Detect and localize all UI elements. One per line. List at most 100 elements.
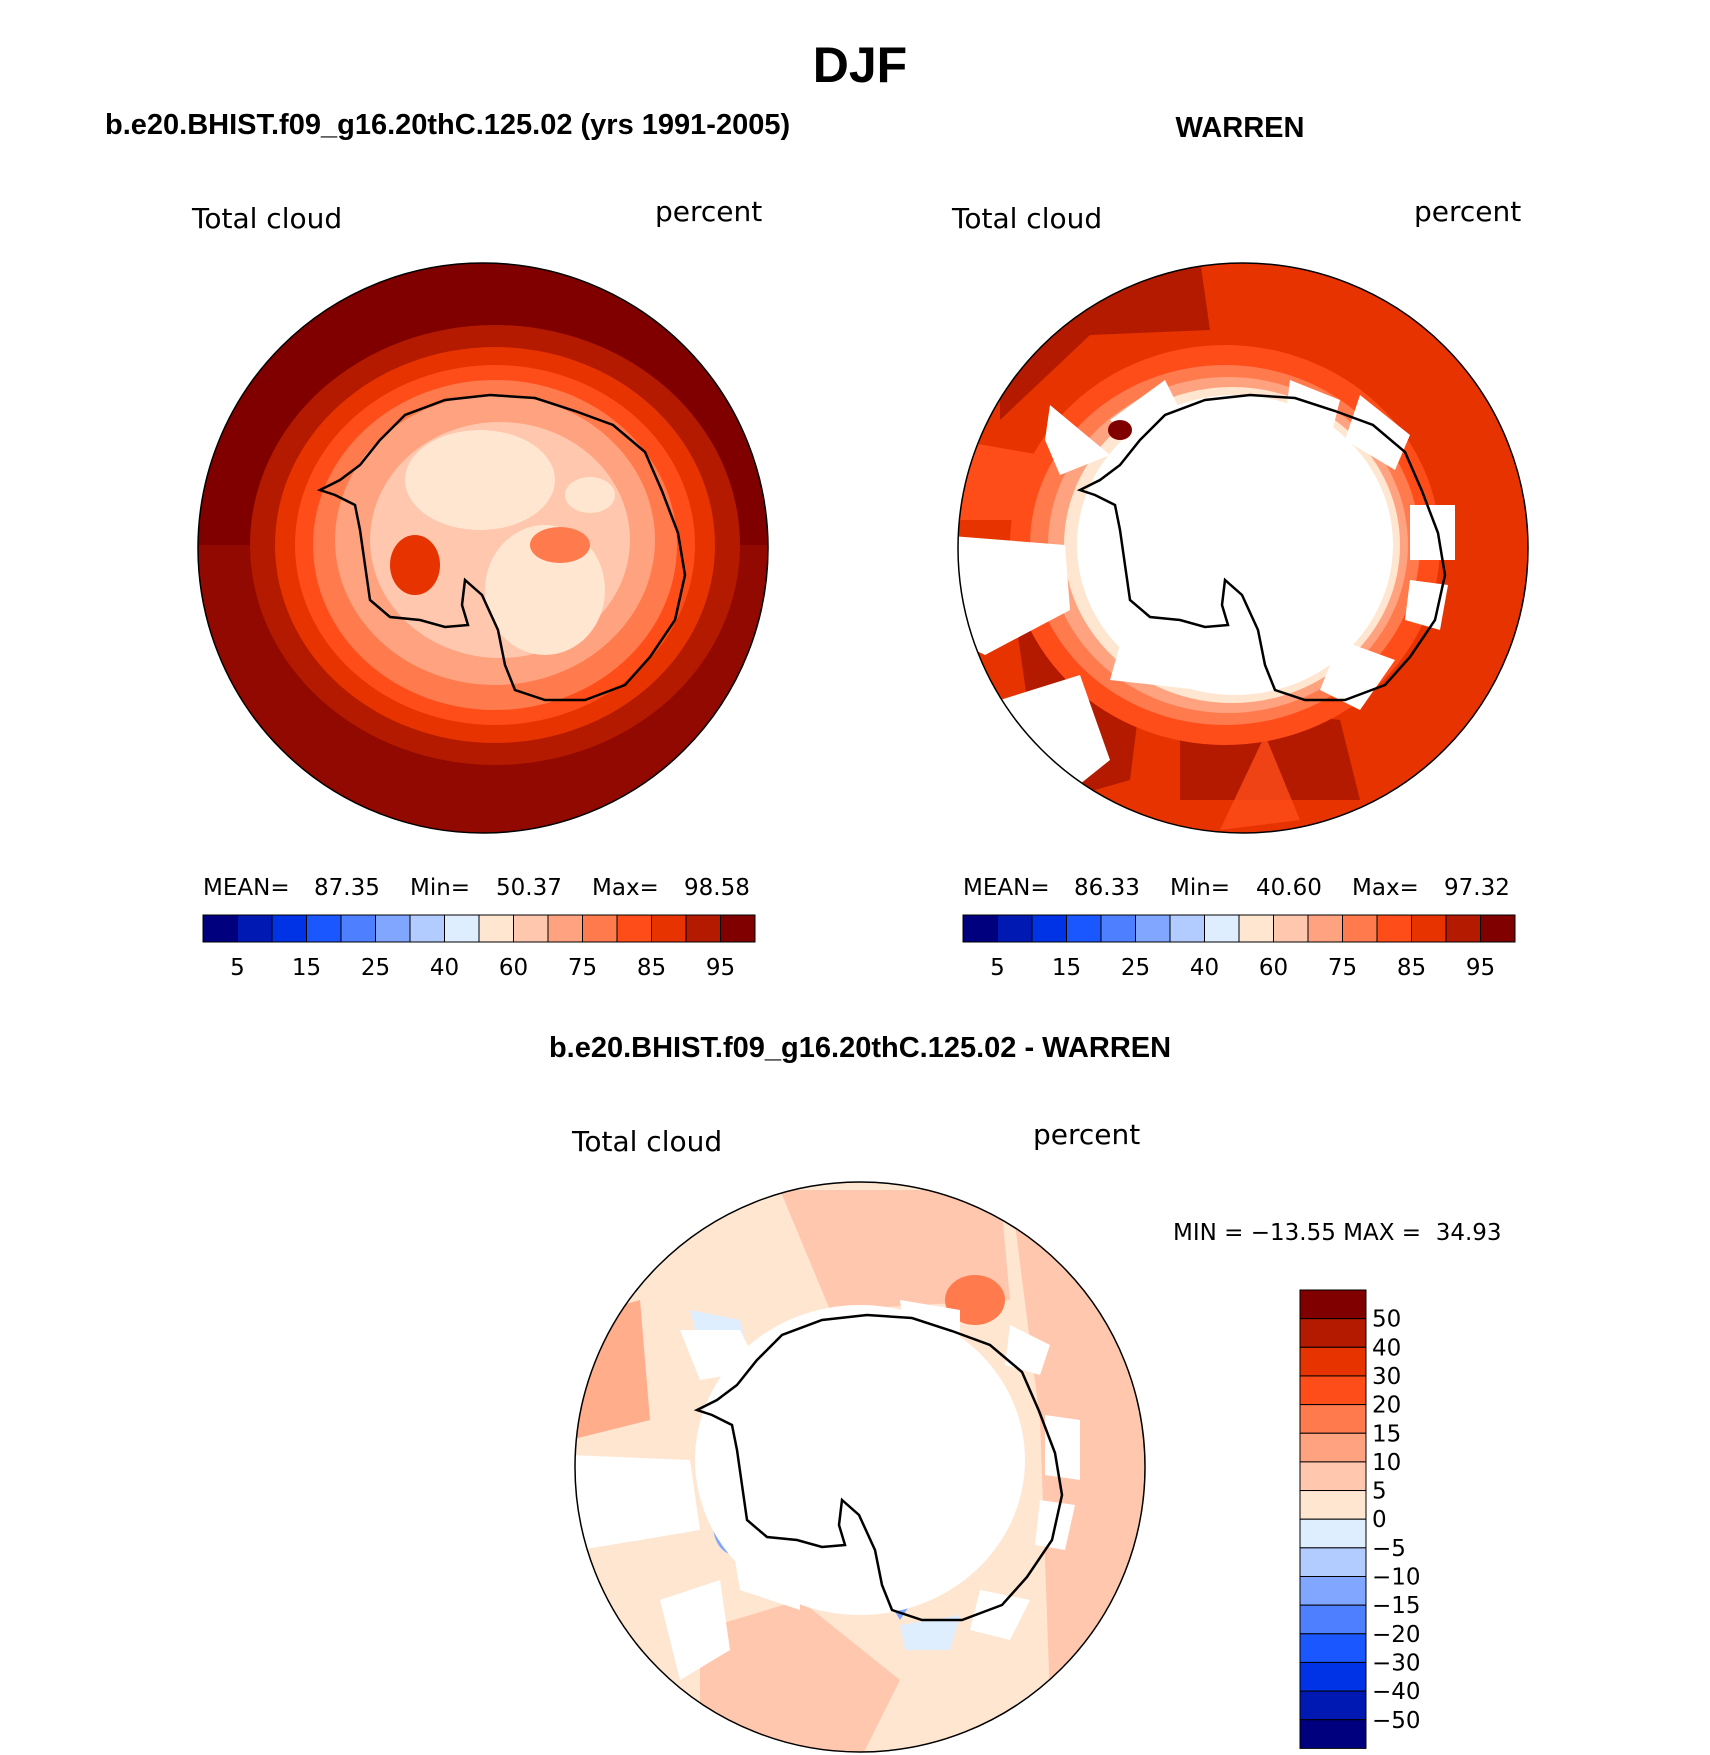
colorbar-box <box>1299 1633 1367 1663</box>
colorbar-box <box>1299 1375 1367 1406</box>
mean-value: 87.35 <box>314 875 380 901</box>
panel-obs-map <box>958 263 1528 833</box>
colorbar-box <box>685 914 721 943</box>
colorbar-box <box>1299 1690 1367 1721</box>
colorbar-tick-label: 5 <box>230 955 245 981</box>
min-label: Min= <box>1170 875 1230 901</box>
mean-label: MEAN= <box>963 875 1050 901</box>
colorbar-box <box>202 914 238 943</box>
colorbar-box <box>409 914 445 943</box>
panel-diff-map-border <box>574 1181 1146 1753</box>
colorbar-box <box>1299 1346 1367 1377</box>
panel-obs-stats: MEAN= 86.33 Min= 40.60 Max= 97.32 <box>963 875 1510 901</box>
colorbar-box <box>1342 914 1378 943</box>
colorbar-tick-label: −5 <box>1372 1536 1406 1562</box>
colorbar-tick-label: −30 <box>1372 1650 1421 1676</box>
panel-model-colorbar <box>202 914 756 943</box>
colorbar-box <box>1238 914 1274 943</box>
colorbar-box <box>1100 914 1136 943</box>
colorbar-tick-label: −20 <box>1372 1622 1421 1648</box>
colorbar-box <box>997 914 1033 943</box>
colorbar-box <box>1299 1576 1367 1606</box>
colorbar-tick-label: 0 <box>1372 1507 1387 1533</box>
colorbar-box <box>1169 914 1205 943</box>
max-label: Max= <box>592 875 659 901</box>
colorbar-box <box>616 914 652 943</box>
colorbar-box <box>1299 1404 1367 1434</box>
min-label: Min= <box>410 875 470 901</box>
colorbar-box <box>651 914 687 943</box>
colorbar-tick-label: 5 <box>1372 1479 1387 1505</box>
panel-model-map-border <box>197 262 769 834</box>
colorbar-box <box>1307 914 1343 943</box>
colorbar-tick-label: −15 <box>1372 1593 1421 1619</box>
mean-value: 86.33 <box>1074 875 1140 901</box>
colorbar-tick-label: 30 <box>1372 1364 1401 1390</box>
panel-obs: WARREN Total cloud percent <box>951 112 1529 981</box>
colorbar-box <box>1273 914 1309 943</box>
colorbar-tick-label: −40 <box>1372 1679 1421 1705</box>
colorbar-tick-label: 85 <box>1397 955 1426 981</box>
colorbar-box <box>1299 1719 1367 1749</box>
colorbar-box <box>1204 914 1240 943</box>
panel-model-colorbar-ticks: 5 15 25 40 60 75 85 95 <box>230 955 735 981</box>
colorbar-box <box>237 914 273 943</box>
colorbar-tick-label: 15 <box>292 955 321 981</box>
colorbar-box <box>478 914 514 943</box>
page-title: DJF <box>813 37 907 93</box>
colorbar-tick-label: 15 <box>1372 1421 1401 1447</box>
colorbar-tick-label: 25 <box>1121 955 1150 981</box>
panel-diff: b.e20.BHIST.f09_g16.20thC.125.02 - WARRE… <box>549 1032 1502 1753</box>
colorbar-tick-label: −10 <box>1372 1565 1421 1591</box>
colorbar-box <box>1299 1318 1367 1348</box>
min-value: 50.37 <box>496 875 562 901</box>
panel-obs-title: WARREN <box>1176 112 1305 144</box>
colorbar-box <box>306 914 342 943</box>
panel-obs-variable: Total cloud <box>951 202 1102 235</box>
panel-diff-minmax: MIN = −13.55 MAX = 34.93 <box>1173 1220 1502 1246</box>
colorbar-box <box>1031 914 1067 943</box>
colorbar-tick-label: 40 <box>430 955 459 981</box>
min-value: 40.60 <box>1256 875 1322 901</box>
colorbar-box <box>582 914 618 943</box>
max-label: Max= <box>1352 875 1419 901</box>
colorbar-box <box>1299 1547 1367 1577</box>
colorbar-box <box>1299 1289 1367 1320</box>
colorbar-tick-label: 10 <box>1372 1450 1401 1476</box>
colorbar-tick-label: 60 <box>499 955 528 981</box>
colorbar-tick-label: 40 <box>1190 955 1219 981</box>
colorbar-box <box>271 914 307 943</box>
mean-label: MEAN= <box>203 875 290 901</box>
colorbar-tick-label: 95 <box>706 955 735 981</box>
panel-obs-colorbar <box>962 914 1516 943</box>
panel-diff-title: b.e20.BHIST.f09_g16.20thC.125.02 - WARRE… <box>549 1032 1171 1064</box>
panel-diff-units: percent <box>1033 1118 1140 1151</box>
panel-model: b.e20.BHIST.f09_g16.20thC.125.02 (yrs 19… <box>105 109 790 981</box>
colorbar-box <box>1299 1604 1367 1635</box>
panel-model-stats: MEAN= 87.35 Min= 50.37 Max= 98.58 <box>203 875 750 901</box>
colorbar-tick-label: 60 <box>1259 955 1288 981</box>
colorbar-tick-label: 75 <box>568 955 597 981</box>
colorbar-box <box>1299 1490 1367 1520</box>
max-value: 97.32 <box>1444 875 1510 901</box>
colorbar-box <box>962 914 998 943</box>
colorbar-tick-label: 15 <box>1052 955 1081 981</box>
colorbar-box <box>1376 914 1412 943</box>
colorbar-tick-label: −50 <box>1372 1708 1421 1734</box>
colorbar-tick-label: 85 <box>637 955 666 981</box>
colorbar-box <box>1299 1461 1367 1492</box>
colorbar-tick-label: 40 <box>1372 1335 1401 1361</box>
colorbar-box <box>1299 1661 1367 1692</box>
panel-obs-units: percent <box>1414 195 1521 228</box>
colorbar-box <box>1135 914 1171 943</box>
colorbar-tick-label: 95 <box>1466 955 1495 981</box>
colorbar-box <box>375 914 411 943</box>
colorbar-tick-label: 25 <box>361 955 390 981</box>
panel-model-units: percent <box>655 195 762 228</box>
colorbar-box <box>340 914 376 943</box>
colorbar-box <box>1480 914 1516 943</box>
panel-model-map <box>198 263 768 833</box>
colorbar-tick-label: 20 <box>1372 1393 1401 1419</box>
colorbar-box <box>444 914 480 943</box>
panel-model-title: b.e20.BHIST.f09_g16.20thC.125.02 (yrs 19… <box>105 109 790 141</box>
